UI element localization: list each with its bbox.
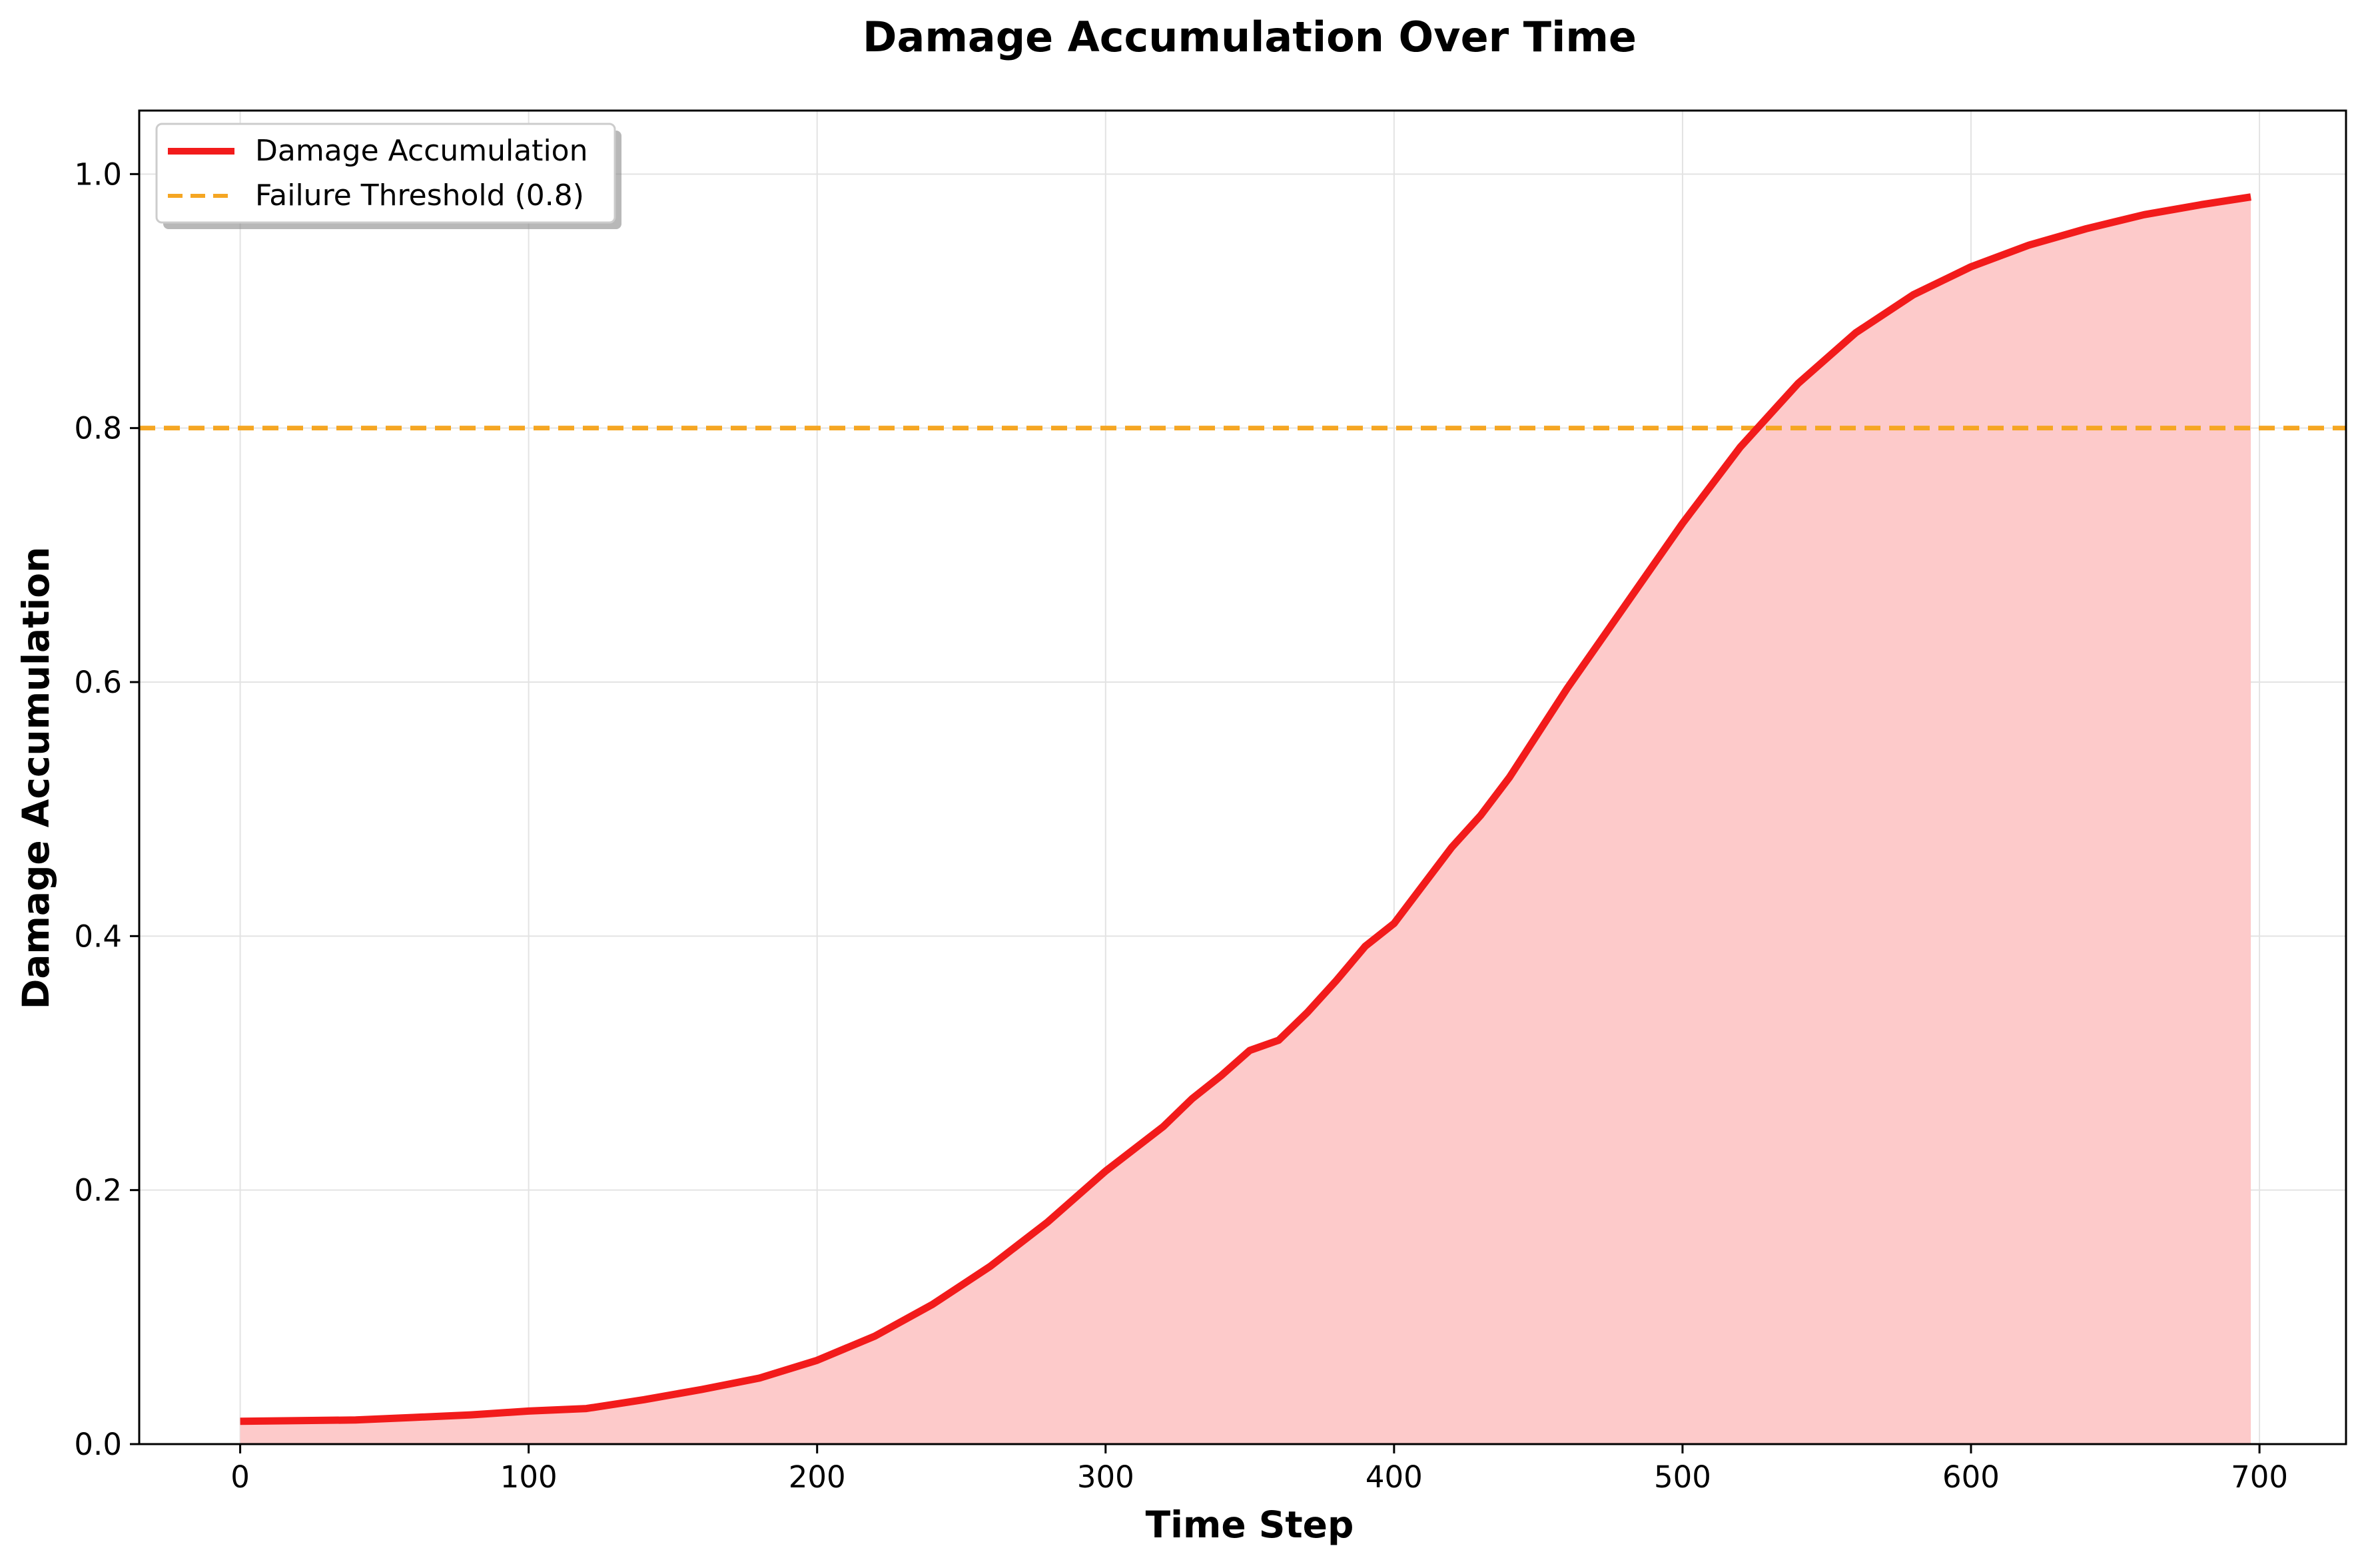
damage-line <box>240 193 2251 1425</box>
legend-label-threshold: Failure Threshold (0.8) <box>255 179 584 212</box>
legend-label-damage: Damage Accumulation <box>255 134 588 168</box>
x-axis-label: Time Step <box>1146 1503 1354 1546</box>
x-tick-label: 400 <box>1366 1459 1423 1495</box>
y-tick-label: 0.6 <box>74 665 122 700</box>
y-tick-label: 0.2 <box>74 1173 122 1208</box>
y-tick-label: 0.0 <box>74 1427 122 1462</box>
x-tick-label: 300 <box>1077 1459 1134 1495</box>
x-tick-label: 0 <box>230 1459 250 1495</box>
y-axis-ticks: 0.0 0.2 0.4 0.6 0.8 1.0 <box>74 157 139 1462</box>
series-group <box>139 193 2346 1425</box>
area-fill-group <box>240 196 2251 1445</box>
y-tick-label: 1.0 <box>74 157 122 192</box>
legend: Damage Accumulation Failure Threshold (0… <box>155 123 621 229</box>
x-tick-label: 100 <box>500 1459 558 1495</box>
x-tick-label: 500 <box>1654 1459 1711 1495</box>
x-axis-ticks: 0 100 200 300 400 500 600 700 <box>230 1444 2288 1495</box>
x-tick-label: 700 <box>2231 1459 2288 1495</box>
y-tick-label: 0.4 <box>74 919 122 954</box>
y-tick-label: 0.8 <box>74 411 122 446</box>
legend-box <box>155 123 616 224</box>
x-tick-label: 200 <box>789 1459 846 1495</box>
x-tick-label: 600 <box>1942 1459 2000 1495</box>
chart-title: Damage Accumulation Over Time <box>863 13 1637 61</box>
plot-frame <box>138 109 2347 1445</box>
damage-area-fill <box>240 196 2251 1445</box>
y-axis-label: Damage Accumulation <box>15 547 57 1009</box>
